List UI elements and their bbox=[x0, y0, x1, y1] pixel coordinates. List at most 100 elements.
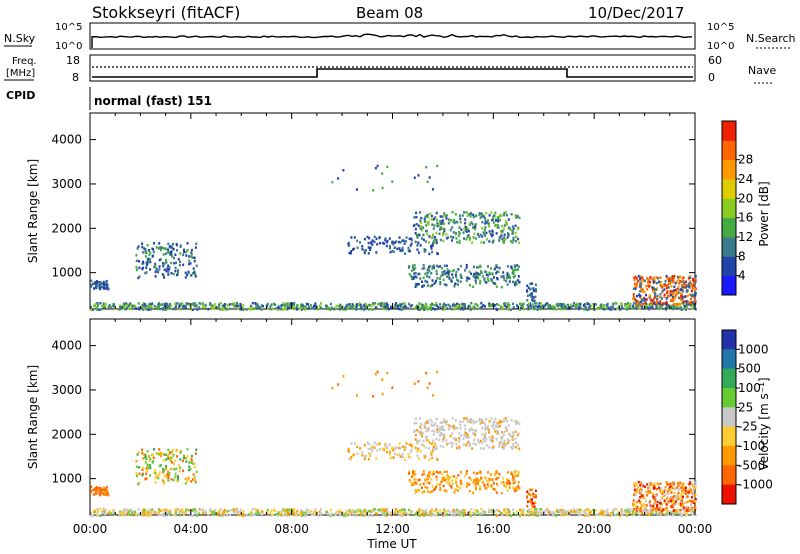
power-cell bbox=[659, 284, 662, 288]
power-cell bbox=[626, 308, 629, 311]
velocity-cell bbox=[467, 435, 470, 439]
power-cell bbox=[358, 302, 361, 305]
power-cell bbox=[647, 306, 650, 309]
power-cell bbox=[174, 305, 177, 308]
power-cell bbox=[163, 262, 166, 266]
velocity-cell bbox=[633, 488, 636, 492]
power-cell bbox=[443, 308, 446, 311]
power-cell bbox=[503, 233, 506, 236]
velocity-cell bbox=[529, 511, 532, 514]
velocity-cell bbox=[507, 424, 510, 427]
velocity-cell bbox=[654, 498, 657, 501]
velocity-cell bbox=[434, 447, 436, 450]
power-cell bbox=[311, 307, 313, 310]
power-cell bbox=[547, 306, 550, 310]
power-cell bbox=[502, 227, 505, 231]
velocity-cell bbox=[149, 466, 152, 470]
power-cell bbox=[173, 307, 176, 310]
velocity-cell bbox=[219, 514, 222, 517]
power-cell bbox=[385, 308, 388, 311]
power-cell bbox=[171, 246, 174, 250]
power-cell bbox=[453, 218, 455, 222]
power-cell bbox=[435, 304, 438, 307]
power-cell bbox=[202, 306, 205, 309]
velocity-cell bbox=[465, 417, 468, 420]
power-cell bbox=[228, 307, 231, 310]
velocity-cell bbox=[345, 509, 348, 513]
velocity-cell bbox=[436, 428, 439, 431]
velocity-cell bbox=[249, 514, 252, 517]
velocity-cell bbox=[432, 439, 434, 442]
velocity-cell bbox=[694, 481, 697, 484]
velocity-cell bbox=[383, 448, 386, 451]
power-cell bbox=[467, 304, 470, 308]
velocity-cell bbox=[646, 483, 649, 486]
velocity-cell bbox=[436, 458, 439, 461]
power-cell bbox=[283, 307, 286, 310]
power-cell bbox=[508, 305, 511, 308]
power-cell bbox=[191, 303, 194, 306]
velocity-cell bbox=[381, 378, 384, 381]
velocity-cell bbox=[652, 494, 654, 498]
velocity-cell bbox=[168, 472, 171, 475]
power-cell bbox=[136, 247, 139, 250]
power-cell bbox=[639, 300, 642, 304]
power-cell bbox=[507, 302, 510, 305]
power-cell bbox=[440, 222, 443, 225]
velocity-cell bbox=[450, 441, 452, 445]
power-cell bbox=[187, 270, 190, 274]
power-cell bbox=[419, 225, 422, 228]
power-cell bbox=[98, 308, 101, 311]
velocity-cell bbox=[692, 508, 695, 511]
velocity-cell bbox=[481, 420, 484, 423]
velocity-cell bbox=[385, 514, 388, 517]
power-cell bbox=[527, 306, 530, 310]
velocity-cell bbox=[122, 513, 124, 516]
velocity-cell bbox=[428, 441, 431, 444]
velocity-cell bbox=[220, 508, 222, 511]
power-cell bbox=[555, 308, 558, 311]
velocity-cell bbox=[181, 511, 184, 515]
power-cell bbox=[408, 237, 411, 241]
power-cell bbox=[632, 287, 635, 290]
power-cell bbox=[686, 307, 689, 310]
power-cell bbox=[503, 239, 506, 242]
velocity-cell bbox=[101, 491, 103, 495]
velocity-cell bbox=[367, 447, 370, 451]
power-cell bbox=[119, 306, 122, 309]
velocity-cell bbox=[384, 443, 387, 446]
power-cell bbox=[639, 296, 642, 299]
velocity-cell bbox=[491, 479, 494, 482]
power-cell bbox=[596, 307, 598, 310]
power-cell bbox=[694, 275, 697, 278]
power-cell bbox=[426, 232, 429, 236]
velocity-cell bbox=[363, 457, 366, 461]
power-cell bbox=[137, 276, 140, 280]
colorbar-tick-label: 24 bbox=[738, 172, 753, 186]
velocity-cell bbox=[611, 514, 613, 517]
power-cell bbox=[164, 308, 167, 311]
velocity-cell bbox=[511, 475, 514, 478]
power-cell bbox=[462, 308, 465, 311]
power-cell bbox=[428, 275, 431, 279]
power-cell bbox=[350, 236, 353, 239]
velocity-cell bbox=[536, 511, 539, 514]
power-cell bbox=[212, 304, 215, 307]
velocity-cell bbox=[474, 513, 477, 516]
power-cell bbox=[380, 302, 383, 305]
velocity-cell bbox=[475, 477, 478, 480]
velocity-cell bbox=[255, 512, 258, 515]
velocity-cell bbox=[154, 481, 157, 484]
power-cell bbox=[424, 215, 427, 219]
power-cell bbox=[273, 302, 275, 306]
power-cell bbox=[317, 308, 320, 311]
power-cell bbox=[687, 285, 690, 288]
velocity-cell bbox=[492, 427, 495, 430]
power-cell bbox=[458, 226, 461, 229]
power-cell bbox=[94, 303, 97, 306]
power-cell bbox=[609, 306, 612, 310]
power-cell bbox=[384, 303, 387, 306]
power-cell bbox=[641, 290, 644, 293]
power-cell bbox=[439, 280, 442, 284]
velocity-cell bbox=[478, 441, 481, 444]
